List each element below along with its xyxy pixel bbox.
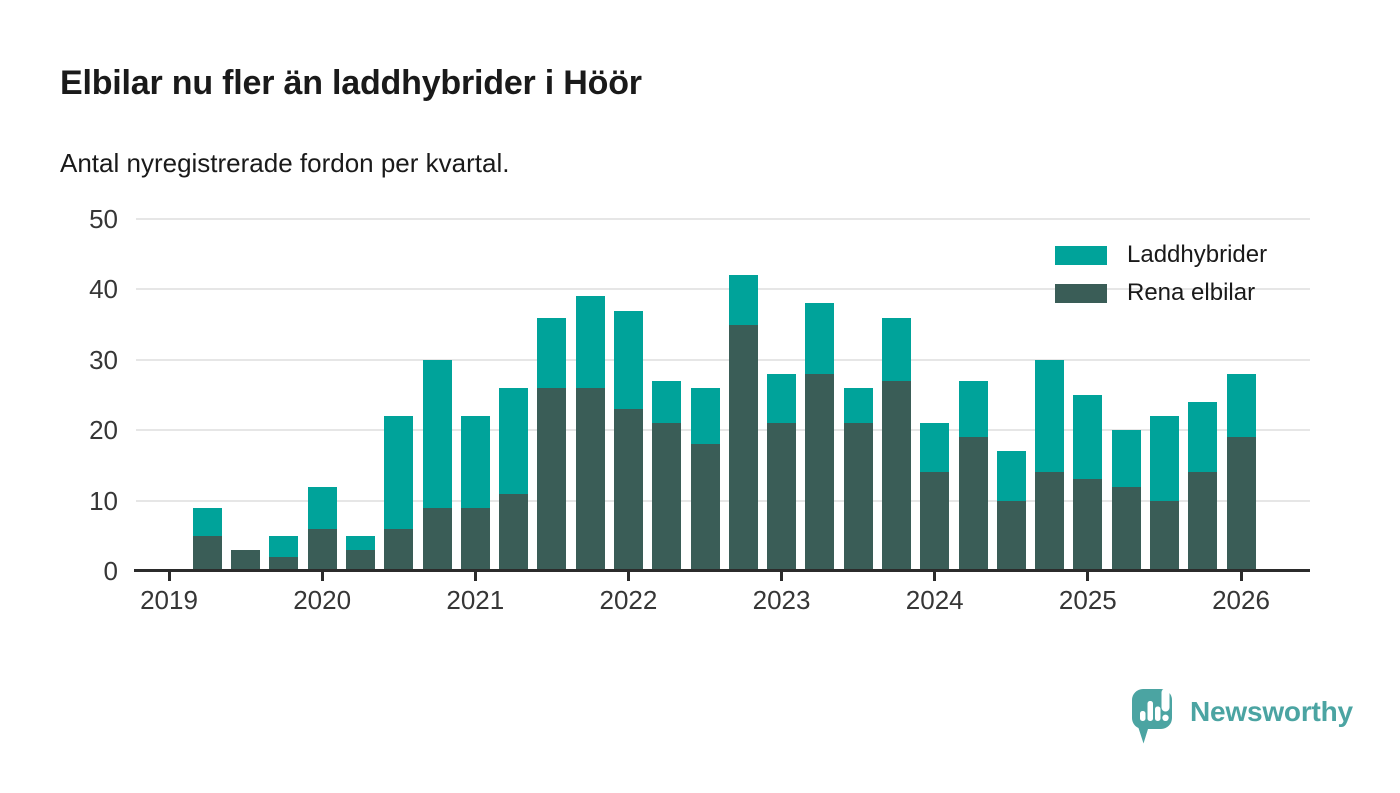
bar-laddhybrider-2026-Q1	[1226, 373, 1256, 438]
bar-rena-elbilar-2026-Q1	[1226, 437, 1256, 571]
bar-laddhybrider-2023-Q3	[843, 387, 873, 424]
gridline-10	[136, 499, 1310, 502]
bar-laddhybrider-2022-Q3	[690, 387, 720, 445]
bar-rena-elbilar-2024-Q2	[958, 437, 988, 571]
bar-rena-elbilar-2022-Q2	[652, 423, 682, 571]
bar-laddhybrider-2020-Q2	[345, 535, 375, 550]
bar-rena-elbilar-2023-Q2	[805, 373, 835, 571]
x-axis-label-2019: 2019	[140, 585, 198, 615]
bar-laddhybrider-2019-Q4	[269, 535, 299, 557]
gridline-20	[136, 429, 1310, 432]
bar-rena-elbilar-2023-Q3	[843, 423, 873, 571]
newsworthy-logo-icon	[1132, 688, 1172, 744]
x-axis-tick-2026	[1239, 572, 1243, 581]
bar-rena-elbilar-2019-Q3	[231, 549, 261, 571]
chart-title: Elbilar nu fler än laddhybrider i Höör	[60, 64, 642, 102]
legend: Laddhybrider Rena elbilar	[1055, 241, 1268, 321]
bar-laddhybrider-2024-Q3	[996, 451, 1026, 501]
x-axis-tick-2025	[1086, 572, 1090, 581]
legend-item-laddhybrider: Laddhybrider	[1055, 241, 1268, 268]
bar-laddhybrider-2019-Q2	[192, 507, 222, 536]
bar-laddhybrider-2024-Q4	[1035, 359, 1065, 473]
x-axis-label-2021: 2021	[446, 585, 505, 615]
gridline-30	[136, 358, 1310, 361]
legend-swatch-rena-elbilar	[1055, 283, 1107, 303]
x-axis-label-2023: 2023	[752, 585, 811, 615]
bar-rena-elbilar-2025-Q3	[1149, 500, 1179, 571]
newsworthy-logo: Newsworthy	[1131, 688, 1353, 745]
bar-rena-elbilar-2024-Q3	[996, 500, 1026, 571]
bar-laddhybrider-2021-Q2	[499, 387, 529, 494]
x-axis-tick-2019	[167, 572, 171, 581]
x-axis-tick-2022	[626, 572, 630, 581]
bar-laddhybrider-2022-Q2	[652, 380, 682, 424]
gridline-50	[136, 218, 1310, 220]
bar-rena-elbilar-2020-Q3	[384, 528, 414, 571]
x-axis-tick-2020	[320, 572, 324, 581]
bar-laddhybrider-2020-Q4	[422, 359, 452, 508]
bar-rena-elbilar-2021-Q2	[499, 493, 529, 571]
bar-rena-elbilar-2025-Q4	[1188, 472, 1218, 571]
bar-laddhybrider-2023-Q1	[767, 373, 797, 424]
x-axis-tick-2024	[933, 572, 937, 581]
bar-laddhybrider-2022-Q1	[613, 310, 643, 410]
bar-rena-elbilar-2021-Q4	[575, 387, 605, 571]
y-axis-label-30: 30	[89, 344, 118, 375]
y-axis-label-20: 20	[89, 415, 118, 446]
bar-laddhybrider-2021-Q1	[460, 416, 490, 508]
y-axis-label-50: 50	[89, 204, 118, 234]
bar-laddhybrider-2024-Q2	[958, 380, 988, 438]
newsworthy-logo-text: Newsworthy	[1190, 696, 1353, 727]
bar-laddhybrider-2025-Q4	[1188, 402, 1218, 473]
bar-rena-elbilar-2024-Q1	[920, 472, 950, 571]
bar-rena-elbilar-2025-Q1	[1073, 479, 1103, 571]
bar-rena-elbilar-2023-Q4	[881, 380, 911, 571]
bar-rena-elbilar-2022-Q4	[728, 324, 758, 571]
bar-laddhybrider-2020-Q1	[307, 486, 337, 529]
bar-rena-elbilar-2021-Q1	[460, 507, 490, 571]
bar-rena-elbilar-2022-Q1	[613, 409, 643, 571]
x-axis-label-2025: 2025	[1058, 585, 1117, 615]
bar-laddhybrider-2024-Q1	[920, 423, 950, 473]
legend-label-rena-elbilar: Rena elbilar	[1127, 279, 1256, 306]
bar-rena-elbilar-2020-Q2	[345, 549, 375, 571]
x-axis-label-2022: 2022	[599, 585, 658, 615]
bar-laddhybrider-2020-Q3	[384, 416, 414, 529]
bar-rena-elbilar-2023-Q1	[767, 423, 797, 571]
bar-rena-elbilar-2020-Q4	[422, 507, 452, 571]
bar-rena-elbilar-2021-Q3	[537, 387, 567, 571]
bar-laddhybrider-2023-Q4	[881, 317, 911, 381]
bar-laddhybrider-2022-Q4	[728, 275, 758, 325]
x-axis-label-2024: 2024	[905, 585, 964, 615]
y-axis-label-10: 10	[89, 485, 118, 516]
bar-laddhybrider-2021-Q4	[575, 296, 605, 388]
bar-laddhybrider-2021-Q3	[537, 317, 567, 388]
legend-label-laddhybrider: Laddhybrider	[1127, 241, 1268, 268]
x-axis-tick-2023	[780, 572, 784, 581]
x-axis-tick-2021	[473, 572, 477, 581]
legend-swatch-laddhybrider	[1055, 245, 1107, 265]
gridline-40	[136, 288, 1310, 291]
y-axis-label-40: 40	[89, 274, 118, 305]
y-axis-label-0: 0	[103, 556, 118, 586]
bar-rena-elbilar-2024-Q4	[1035, 472, 1065, 571]
bar-rena-elbilar-2020-Q1	[307, 528, 337, 571]
bar-laddhybrider-2025-Q3	[1149, 416, 1179, 501]
bar-rena-elbilar-2019-Q2	[192, 535, 222, 571]
x-axis-label-2020: 2020	[293, 585, 352, 615]
x-axis-label-2026: 2026	[1212, 585, 1270, 615]
x-axis-line	[134, 569, 1310, 572]
bar-laddhybrider-2025-Q2	[1111, 430, 1141, 487]
bar-laddhybrider-2023-Q2	[805, 303, 835, 374]
bar-rena-elbilar-2025-Q2	[1111, 486, 1141, 571]
bar-rena-elbilar-2019-Q4	[269, 556, 299, 571]
legend-item-rena-elbilar: Rena elbilar	[1055, 279, 1267, 306]
bar-rena-elbilar-2022-Q3	[690, 444, 720, 571]
chart-subtitle: Antal nyregistrerade fordon per kvartal.	[60, 148, 510, 178]
bar-laddhybrider-2025-Q1	[1073, 395, 1103, 480]
